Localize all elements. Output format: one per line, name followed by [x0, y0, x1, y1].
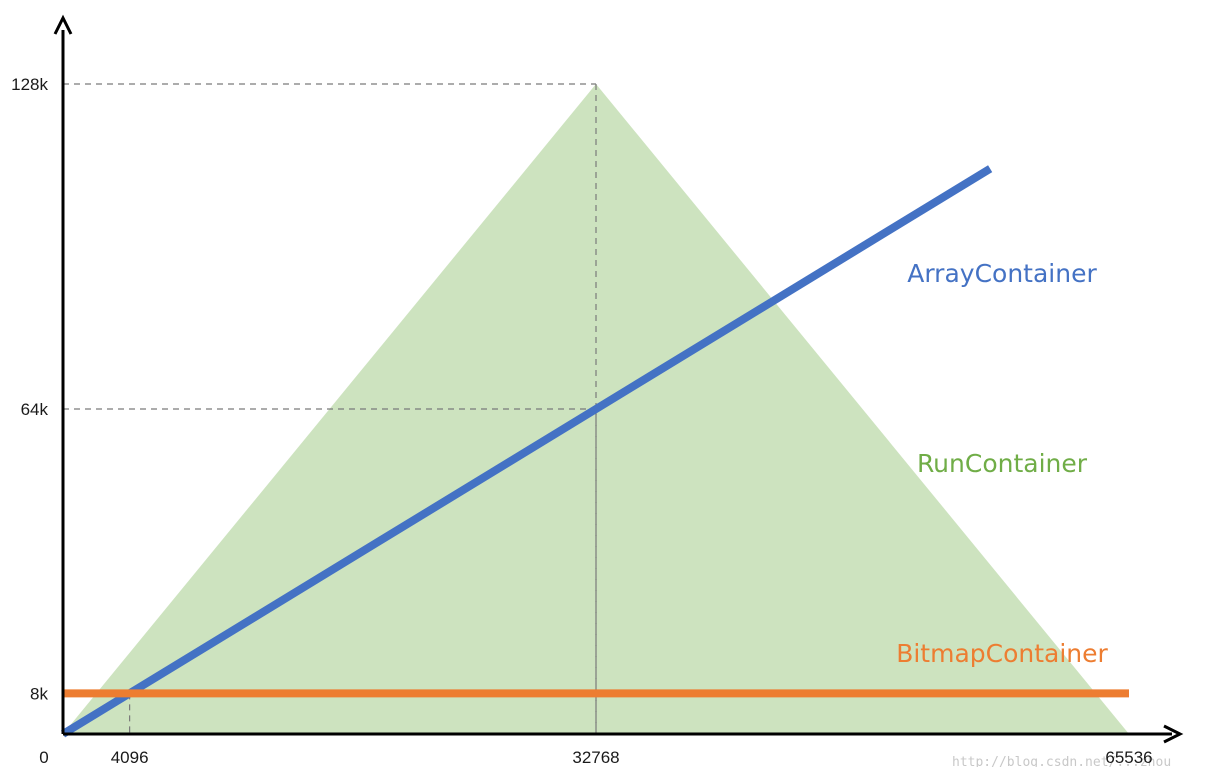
x-axis-arrow: [1163, 724, 1184, 744]
x-tick-label: 32768: [572, 748, 619, 767]
y-tick-label: 64k: [21, 400, 49, 419]
series-label-arraycontainer: ArrayContainer: [907, 259, 1097, 288]
x-tick-label: 4096: [111, 748, 149, 767]
origin-label: 0: [39, 748, 48, 767]
label-layer: 0 ArrayContainer RunContainer BitmapCont…: [11, 75, 1171, 767]
line-layer: [60, 165, 1129, 738]
series-label-runcontainer: RunContainer: [917, 449, 1088, 478]
x-tick-label: 65536: [1105, 748, 1152, 767]
axis-layer: [53, 14, 1184, 744]
y-tick-label: 8k: [30, 684, 48, 703]
y-tick-label: 128k: [11, 75, 48, 94]
line-arraycontainer: [60, 165, 993, 738]
series-label-bitmapcontainer: BitmapContainer: [896, 639, 1108, 668]
y-axis-arrow: [53, 14, 73, 35]
watermark: http://blog.csdn.net/...zhou: [952, 755, 1171, 767]
